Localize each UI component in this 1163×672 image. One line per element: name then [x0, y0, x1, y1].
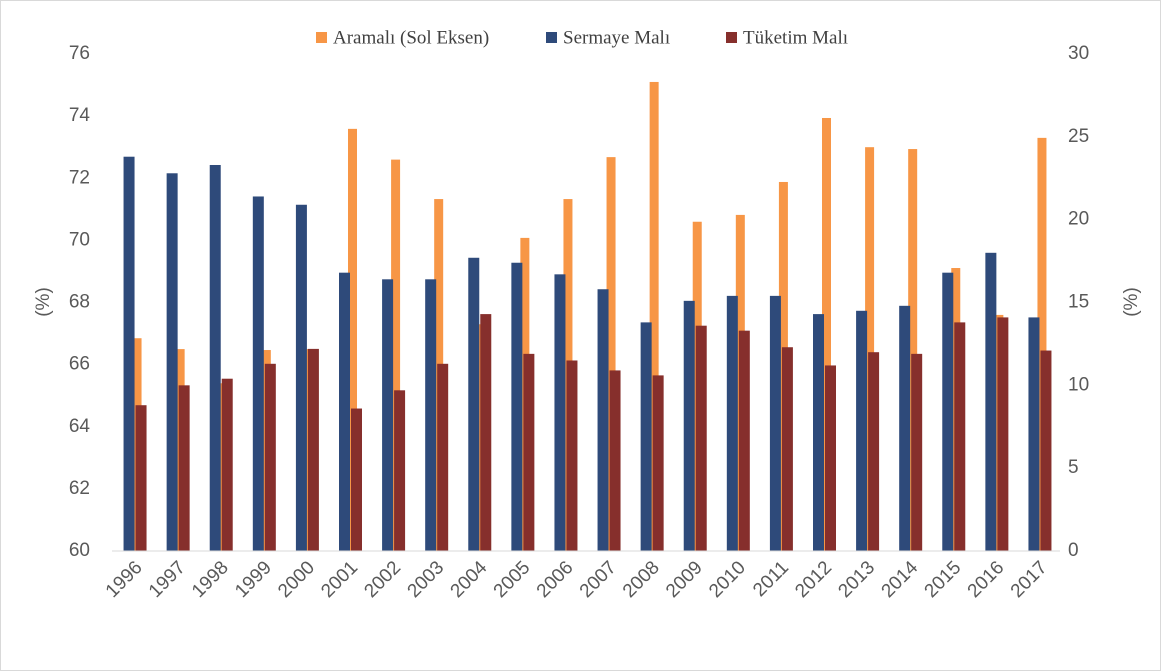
bar [769, 295, 781, 551]
bar [566, 360, 578, 551]
bar [911, 353, 923, 551]
bar [382, 279, 394, 551]
bar [640, 322, 652, 551]
bar [480, 314, 492, 551]
bar [348, 128, 357, 551]
y-tick-label: 72 [69, 167, 90, 188]
legend-label: Sermaye Malı [563, 27, 670, 48]
y-tick-label: 62 [69, 478, 90, 499]
bar [209, 164, 221, 551]
bar [351, 408, 362, 551]
bar [391, 159, 401, 552]
bar [899, 305, 911, 551]
bar [178, 385, 190, 551]
bar [908, 149, 918, 551]
bar [954, 322, 966, 551]
bar [606, 157, 616, 551]
bar [649, 81, 659, 552]
bar [468, 257, 480, 551]
bar [738, 330, 750, 551]
bar [554, 274, 566, 551]
bar [166, 173, 178, 551]
bar [437, 363, 449, 551]
bar [825, 365, 836, 551]
bar [523, 353, 535, 551]
bar [997, 317, 1009, 551]
y2-tick-label: 10 [1068, 374, 1089, 395]
legend-swatch [546, 32, 557, 43]
legend-label: Aramalı (Sol Eksen) [333, 27, 489, 48]
y2-tick-label: 25 [1068, 126, 1089, 147]
bar [985, 252, 997, 552]
legend: Aramalı (Sol Eksen) Sermaye Malı Tüketim M… [316, 27, 848, 48]
y-tick-label: 60 [69, 540, 90, 561]
y2-tick-label: 0 [1068, 540, 1079, 561]
bar [425, 279, 437, 551]
bar [865, 147, 875, 551]
legend-swatch [316, 32, 327, 43]
bar [683, 300, 695, 551]
bar [511, 262, 523, 551]
bar [252, 196, 264, 551]
bar [339, 272, 350, 551]
y-axis-label: (%) [33, 287, 54, 317]
bar [307, 348, 319, 551]
bar [1040, 350, 1052, 551]
y2-tick-label: 15 [1068, 292, 1089, 313]
bar [781, 347, 793, 551]
bar [597, 289, 609, 551]
bar [609, 370, 621, 551]
bar [942, 272, 954, 551]
bar [652, 375, 664, 551]
y2-axis-label: (%) [1121, 287, 1142, 317]
legend-swatch [726, 32, 737, 43]
y-tick-label: 70 [69, 229, 90, 250]
bar [726, 295, 738, 551]
y-tick-label: 76 [69, 43, 90, 64]
bar [822, 117, 831, 552]
bar [1028, 317, 1040, 551]
bar [135, 405, 147, 551]
y2-tick-label: 5 [1068, 457, 1079, 478]
y-tick-label: 64 [69, 416, 91, 437]
y-tick-label: 74 [69, 105, 91, 126]
bar [221, 378, 233, 551]
y2-tick-label: 30 [1068, 43, 1089, 64]
bar [264, 363, 276, 551]
bar [295, 204, 307, 552]
y-tick-label: 66 [69, 354, 90, 375]
bar [695, 325, 707, 551]
legend-label: Tüketim Malı [743, 27, 848, 48]
bar [813, 314, 824, 551]
bar [123, 156, 135, 552]
y2-tick-label: 20 [1068, 209, 1089, 230]
bar [868, 352, 880, 551]
y-tick-label: 68 [69, 292, 90, 313]
bar [856, 310, 868, 551]
bar [1037, 137, 1047, 551]
bar [394, 390, 406, 551]
